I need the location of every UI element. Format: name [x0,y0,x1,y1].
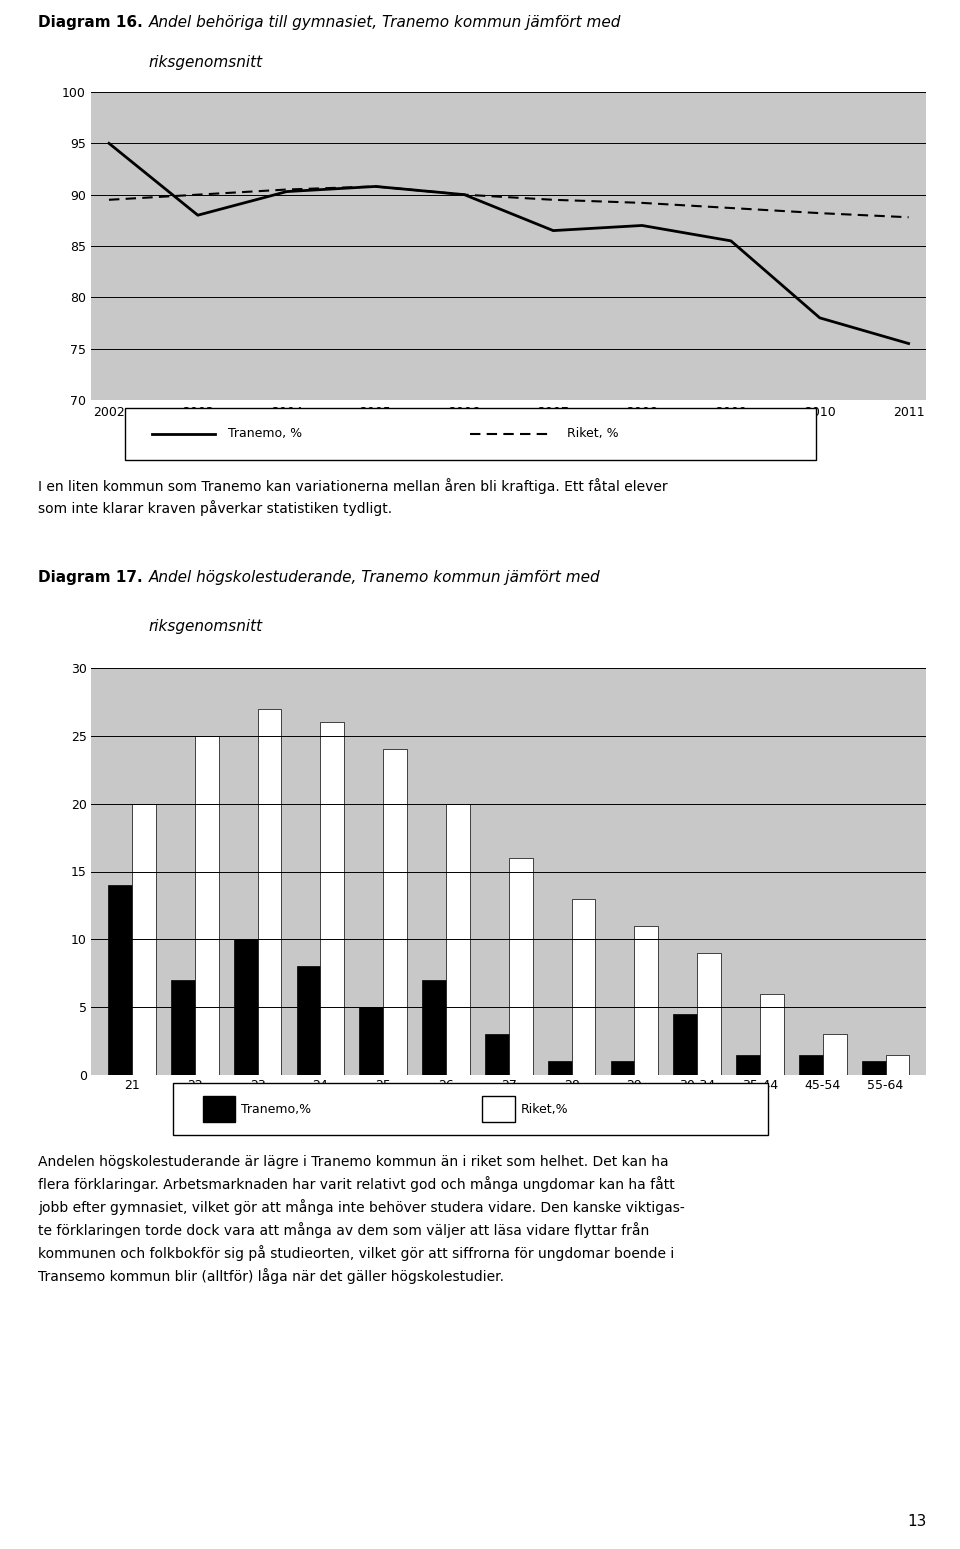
Text: Diagram 17.: Diagram 17. [38,570,143,586]
Text: riksgenomsnitt: riksgenomsnitt [149,620,263,634]
Bar [760,993,784,1075]
Text: riksgenomsnitt: riksgenomsnitt [149,54,263,70]
Bar [509,858,533,1075]
Bar [132,804,156,1075]
Text: 13: 13 [907,1513,926,1529]
Text: I en liten kommun som Tranemo kan variationerna mellan åren bli kraftiga. Ett få: I en liten kommun som Tranemo kan variat… [38,479,668,516]
Bar [195,736,219,1075]
Bar [485,1035,509,1075]
Bar [383,750,407,1075]
Bar [422,981,446,1075]
Bar [359,1007,383,1075]
Bar [482,1097,515,1121]
Bar [885,1055,909,1075]
Bar [571,898,595,1075]
Bar [862,1061,885,1075]
Bar [611,1061,635,1075]
Text: Tranemo,%: Tranemo,% [241,1103,311,1115]
Bar [297,967,321,1075]
Bar [823,1035,847,1075]
Bar [635,926,659,1075]
Text: Andelen högskolestuderande är lägre i Tranemo kommun än i riket som helhet. Det : Andelen högskolestuderande är lägre i Tr… [38,1156,685,1284]
Bar [548,1061,571,1075]
Bar [108,884,132,1075]
Text: Diagram 16.: Diagram 16. [38,15,143,29]
Text: Tranemo, %: Tranemo, % [228,428,302,440]
Bar [321,722,345,1075]
Bar [673,1015,697,1075]
Text: Riket,%: Riket,% [521,1103,568,1115]
Bar [697,953,721,1075]
Text: Riket, %: Riket, % [567,428,619,440]
Bar [799,1055,823,1075]
Bar [736,1055,760,1075]
Bar [203,1097,235,1121]
Bar [171,981,195,1075]
Bar [233,939,257,1075]
Bar [257,709,281,1075]
Bar [446,804,469,1075]
Text: Andel högskolestuderande, Tranemo kommun jämfört med: Andel högskolestuderande, Tranemo kommun… [149,570,600,586]
Text: Andel behöriga till gymnasiet, Tranemo kommun jämfört med: Andel behöriga till gymnasiet, Tranemo k… [149,15,621,29]
